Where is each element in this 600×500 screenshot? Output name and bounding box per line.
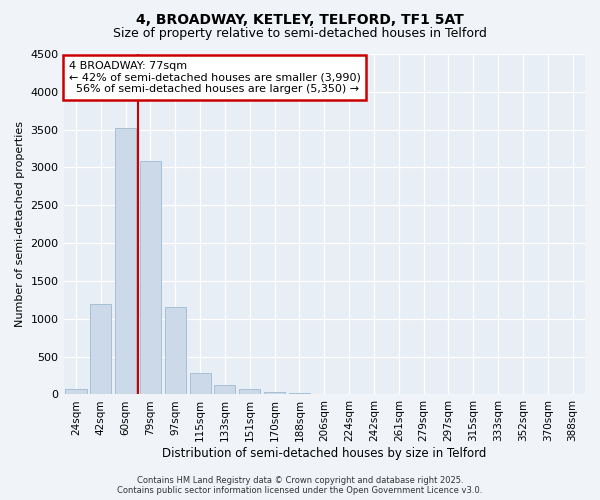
X-axis label: Distribution of semi-detached houses by size in Telford: Distribution of semi-detached houses by … — [162, 447, 487, 460]
Bar — [264, 392, 285, 394]
Text: Contains HM Land Registry data © Crown copyright and database right 2025.
Contai: Contains HM Land Registry data © Crown c… — [118, 476, 482, 495]
Text: Size of property relative to semi-detached houses in Telford: Size of property relative to semi-detach… — [113, 28, 487, 40]
Text: 4 BROADWAY: 77sqm
← 42% of semi-detached houses are smaller (3,990)
  56% of sem: 4 BROADWAY: 77sqm ← 42% of semi-detached… — [69, 61, 361, 94]
Bar — [190, 372, 211, 394]
Bar — [65, 389, 86, 394]
Bar — [239, 389, 260, 394]
Bar — [140, 162, 161, 394]
Text: 4, BROADWAY, KETLEY, TELFORD, TF1 5AT: 4, BROADWAY, KETLEY, TELFORD, TF1 5AT — [136, 12, 464, 26]
Bar — [90, 304, 112, 394]
Bar — [115, 128, 136, 394]
Bar — [165, 306, 186, 394]
Y-axis label: Number of semi-detached properties: Number of semi-detached properties — [15, 121, 25, 327]
Bar — [214, 384, 235, 394]
